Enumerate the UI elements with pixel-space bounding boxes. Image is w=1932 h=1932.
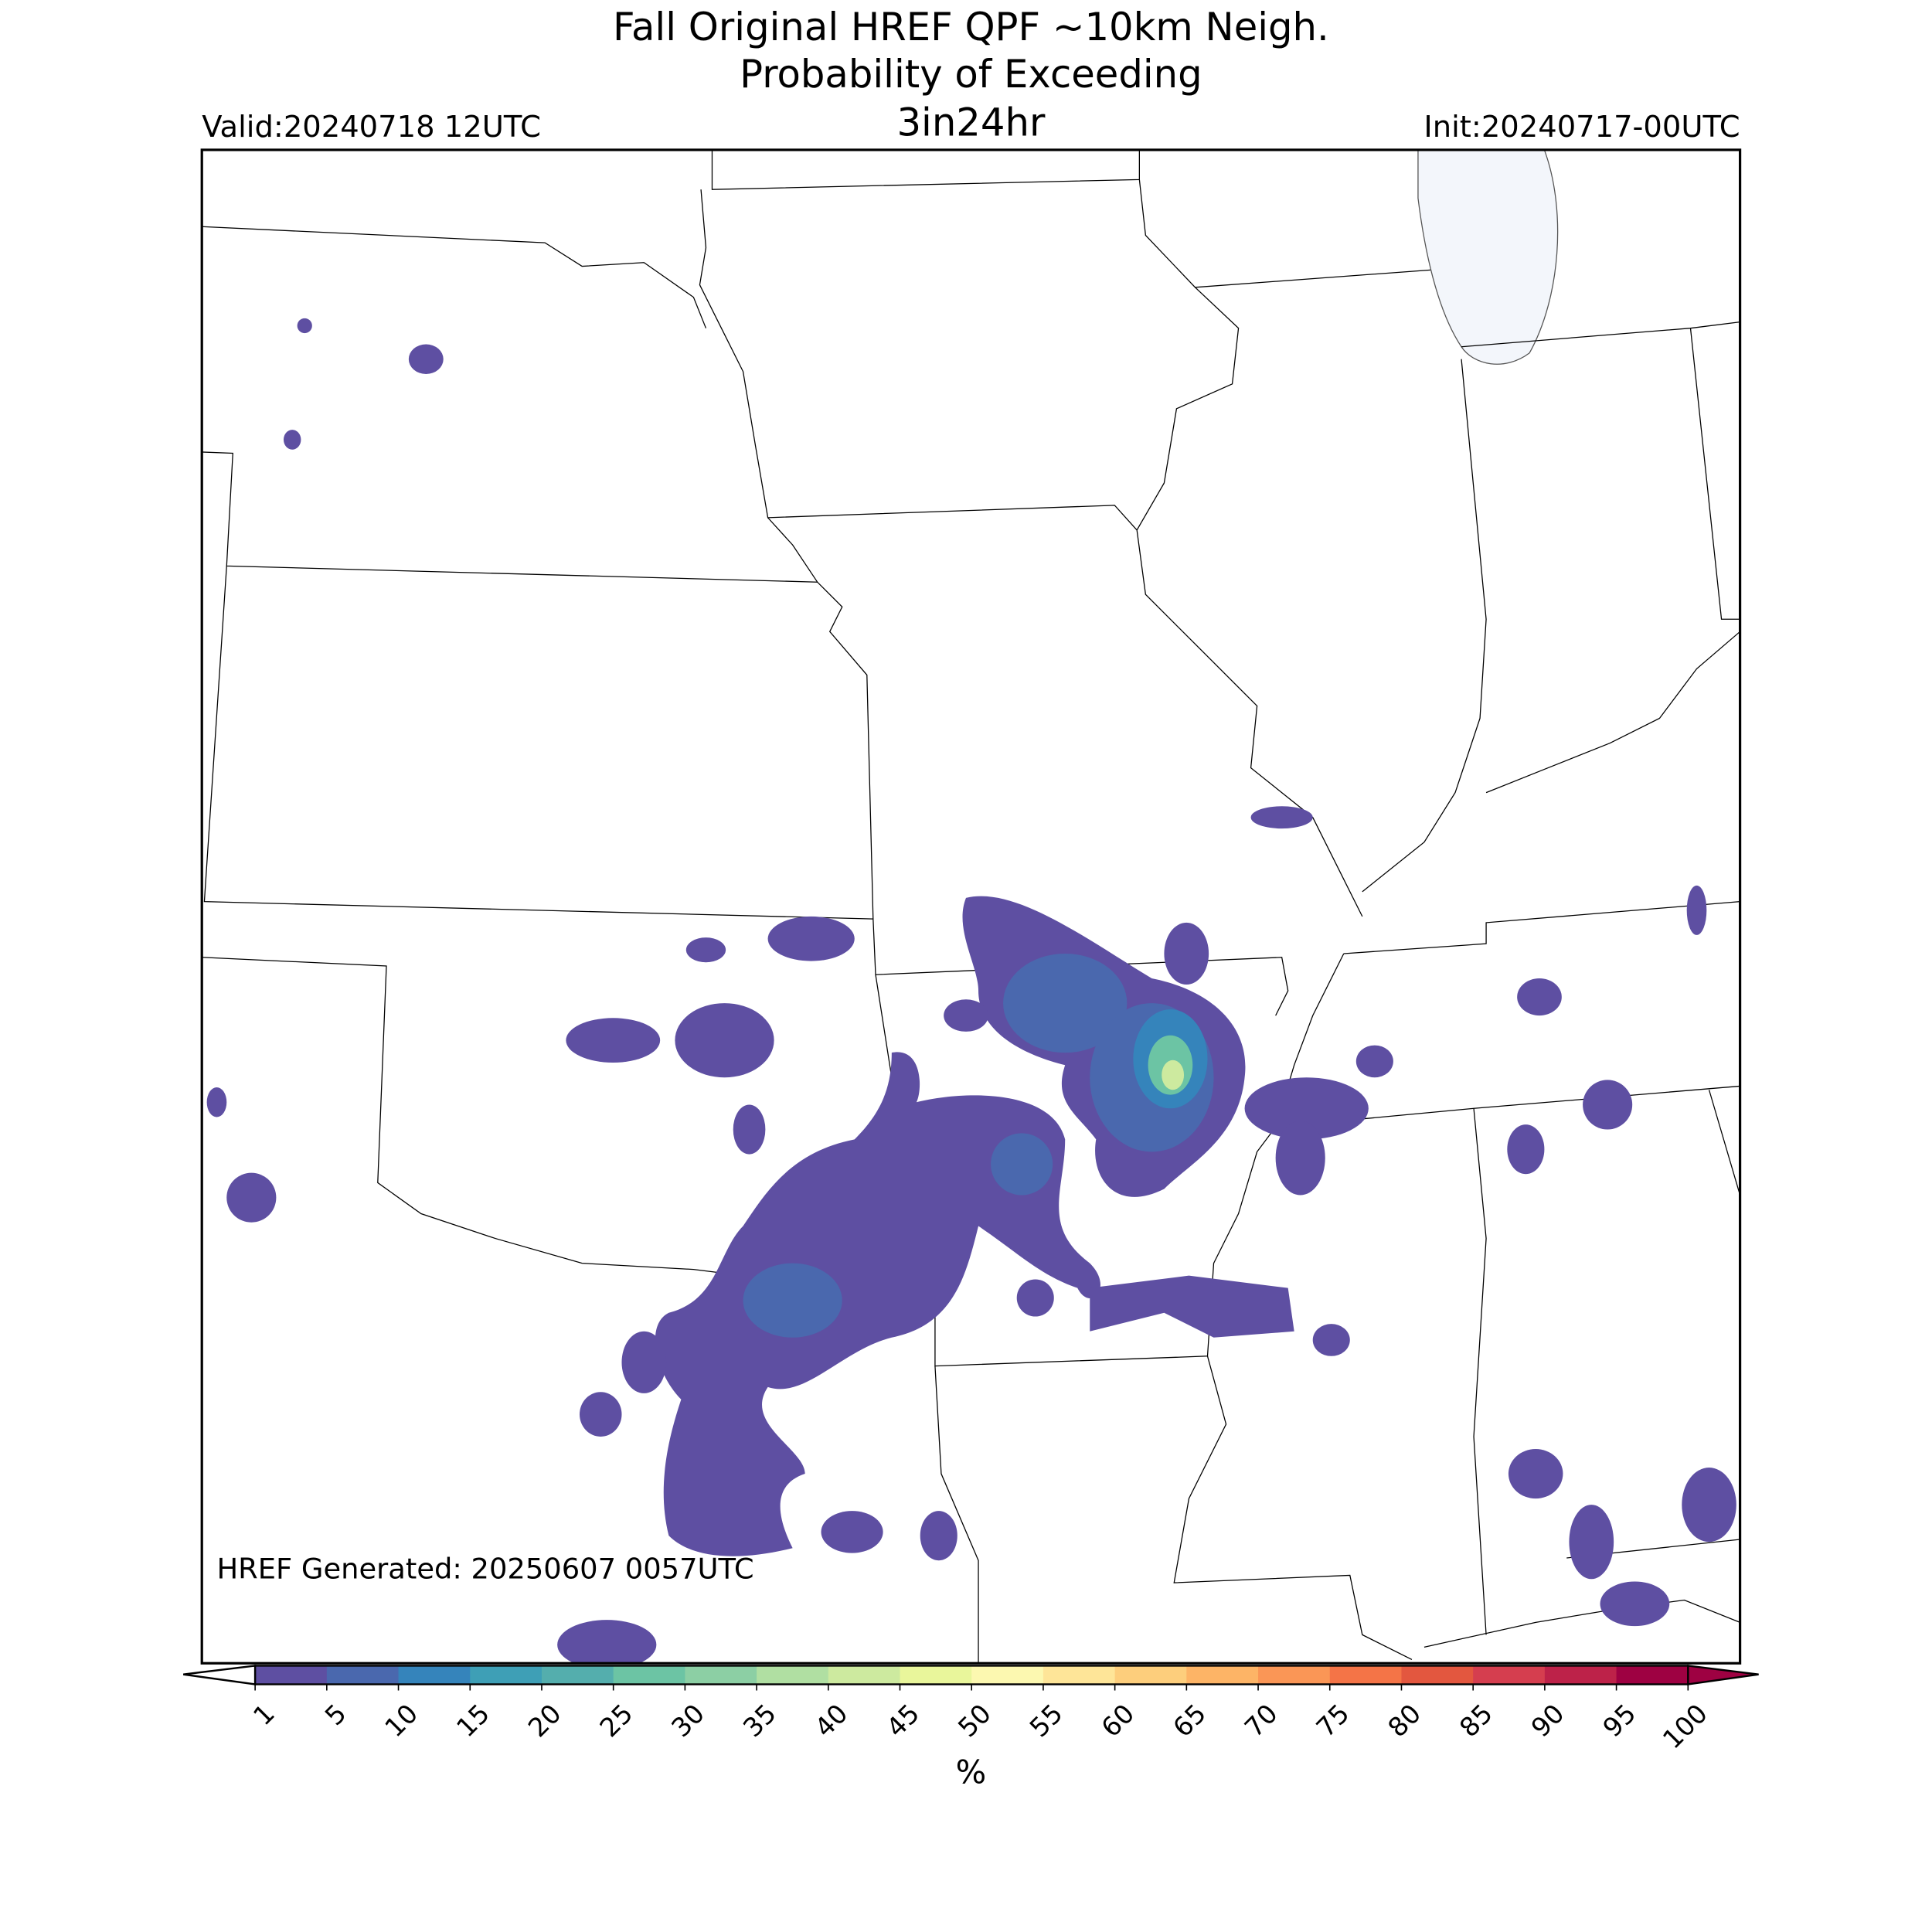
precip-area: [1569, 1505, 1614, 1580]
precip-area: [1517, 978, 1562, 1016]
colorbar-bin: [1186, 1665, 1259, 1685]
precip-area: [1003, 953, 1128, 1053]
colorbar: 1 5 10 15 20 25 30 35 40 45 50 55 60 65 70 75 80 85 90 95 10…: [183, 1665, 1759, 1755]
colorbar-bin: [326, 1665, 400, 1685]
colorbar-tick-label: 75: [1311, 1699, 1355, 1743]
colorbar-bin: [1043, 1665, 1116, 1685]
colorbar-bin: [900, 1665, 972, 1685]
precip-area: [685, 937, 726, 963]
colorbar-bin: [1544, 1665, 1617, 1685]
precip-area: [297, 318, 312, 334]
colorbar-tick-label: 5: [319, 1699, 352, 1732]
precip-area: [1682, 1468, 1736, 1543]
colorbar-bin: [828, 1665, 900, 1685]
precip-area: [1162, 1060, 1185, 1090]
precip-area: [733, 1104, 766, 1155]
precip-area: [408, 344, 444, 374]
colorbar-tick-label: 80: [1382, 1699, 1427, 1743]
precip-area: [206, 1087, 227, 1117]
precip-area: [1355, 1045, 1393, 1078]
colorbar-bin: [971, 1665, 1044, 1685]
colorbar-bin: [1114, 1665, 1187, 1685]
precip-area: [557, 1620, 657, 1664]
valid-time: Valid:20240718 12UTC: [202, 110, 541, 145]
precip-area: [1090, 1275, 1294, 1338]
colorbar-bin: [1329, 1665, 1402, 1685]
colorbar-tick-label: 1: [247, 1699, 281, 1732]
precip-area: [1507, 1124, 1545, 1175]
colorbar-tick-label: 50: [952, 1699, 997, 1743]
precip-area: [944, 999, 988, 1032]
colorbar-label: %: [956, 1753, 987, 1791]
precip-area: [1508, 1449, 1563, 1499]
colorbar-bin: [613, 1665, 685, 1685]
colorbar-frame: [253, 1665, 1689, 1685]
colorbar-bin: [1473, 1665, 1546, 1685]
precip-area: [1016, 1279, 1054, 1317]
colorbar-tick-label: 45: [880, 1699, 925, 1743]
colorbar-tick-label: 35: [737, 1699, 782, 1743]
colorbar-bin: [1616, 1665, 1689, 1685]
precip-area: [1312, 1324, 1350, 1356]
colorbar-bin: [685, 1665, 757, 1685]
precip-area: [1583, 1080, 1633, 1130]
precip-area: [1275, 1121, 1325, 1196]
colorbar-under: [183, 1665, 257, 1685]
title-line: 3in24hr: [896, 100, 1046, 145]
title-line: Probability of Exceeding: [740, 52, 1202, 97]
precip-area: [1686, 885, 1707, 935]
colorbar-tick-label: 25: [594, 1699, 639, 1743]
generated-time: HREF Generated: 20250607 0057UTC: [216, 1553, 753, 1586]
map-frame: [200, 148, 1742, 1665]
colorbar-bin: [470, 1665, 543, 1685]
colorbar-tick-label: 65: [1167, 1699, 1212, 1743]
precip-area: [991, 1133, 1053, 1196]
precip-area: [1250, 806, 1313, 829]
colorbar-tick-label: 85: [1454, 1699, 1498, 1743]
colorbar-tick-label: 100: [1657, 1699, 1713, 1755]
colorbar-tick-label: 55: [1024, 1699, 1069, 1743]
precip-area: [675, 1003, 774, 1078]
colorbar-over: [1687, 1665, 1759, 1685]
colorbar-bin: [1258, 1665, 1331, 1685]
colorbar-bin: [255, 1665, 328, 1685]
precip-area: [655, 1052, 1100, 1556]
map: HREF Generated: 20250607 0057UTC: [202, 149, 1740, 1664]
precip-area: [566, 1018, 661, 1063]
init-time: Init:20240717-00UTC: [1423, 110, 1740, 145]
title-line: Fall Original HREF QPF ~10km Neigh.: [613, 5, 1329, 49]
precip-area: [226, 1172, 277, 1223]
colorbar-tick-label: 20: [522, 1699, 567, 1743]
colorbar-tick-label: 95: [1597, 1699, 1642, 1743]
precip-area: [1600, 1581, 1670, 1627]
colorbar-tick-label: 15: [451, 1699, 495, 1743]
precip-areas: [206, 318, 1736, 1664]
precip-area: [1244, 1077, 1369, 1140]
colorbar-tick-label: 30: [665, 1699, 710, 1743]
colorbar-tick-label: 70: [1239, 1699, 1284, 1743]
precip-area: [743, 1263, 842, 1338]
precip-area: [821, 1511, 883, 1553]
colorbar-bin: [398, 1665, 471, 1685]
precip-area: [767, 916, 855, 961]
precip-area: [1164, 922, 1209, 985]
colorbar-tick-label: 40: [809, 1699, 854, 1743]
colorbar-bin: [541, 1665, 614, 1685]
colorbar-tick-label: 60: [1096, 1699, 1141, 1743]
precip-area: [580, 1392, 622, 1437]
colorbar-tick-label: 90: [1526, 1699, 1570, 1743]
colorbar-bin: [1401, 1665, 1474, 1685]
colorbar-tick-label: 10: [379, 1699, 424, 1743]
precip-area: [621, 1331, 667, 1393]
precip-area: [920, 1511, 957, 1561]
colorbar-bin: [757, 1665, 829, 1685]
precip-area: [283, 430, 301, 450]
lake-michigan: [1417, 149, 1559, 365]
